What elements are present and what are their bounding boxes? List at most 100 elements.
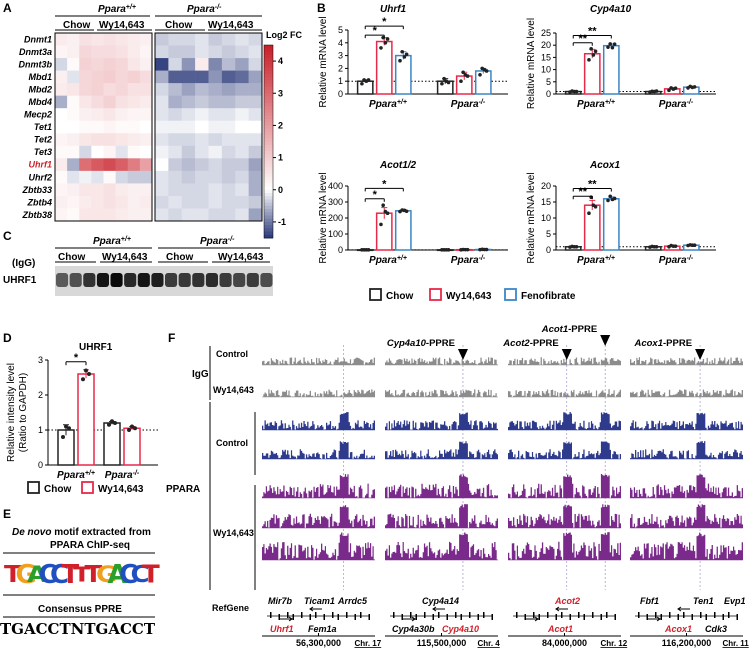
- chip-signal-track: [262, 412, 375, 430]
- data-point: [360, 81, 364, 86]
- gene-label-mecp2: Mecp2: [24, 110, 52, 120]
- y-tick-label: 5: [546, 77, 551, 87]
- colorbar-title: Log2 FC: [266, 30, 302, 40]
- x-group-label-text: Ppara: [57, 470, 85, 481]
- chip-signal-track: [385, 389, 498, 397]
- y-tick-label: 2: [338, 63, 343, 73]
- y-axis-label: Relative mRNA level: [526, 172, 537, 263]
- heatmap-cell: [181, 58, 196, 71]
- data-point: [404, 52, 409, 57]
- x-group-label-sup: +/+: [85, 470, 95, 477]
- heatmap-cell: [208, 133, 223, 147]
- heatmap-cell: [208, 95, 223, 109]
- strand-arrow: [526, 616, 539, 622]
- x-group-label: Ppara+/+: [369, 255, 407, 267]
- heatmap-cell: [221, 70, 236, 84]
- panel-f-label: F: [168, 331, 175, 345]
- data-point: [606, 198, 610, 203]
- heatmap-cell: [91, 33, 104, 46]
- colorbar-segment: [264, 99, 273, 104]
- heatmap-cell: [208, 183, 223, 197]
- colorbar-segment: [264, 225, 273, 229]
- heatmap-cell: [155, 33, 169, 46]
- heatmap-cell: [103, 95, 116, 109]
- coordinate-label: 116,200,000: [662, 638, 712, 648]
- heatmap-cell: [127, 183, 141, 197]
- heatmap-cell: [127, 33, 141, 46]
- heatmap-cell: [139, 45, 153, 59]
- heatmap-frame-right: [154, 32, 263, 222]
- strand-arrow: [432, 606, 445, 612]
- data-point: [612, 196, 617, 201]
- heatmap-cell: [91, 95, 104, 109]
- data-point: [484, 69, 489, 73]
- row-label-igg-control: Control: [216, 349, 248, 359]
- heatmap-cell: [208, 83, 223, 96]
- heatmap-cell: [67, 133, 80, 147]
- data-point: [459, 79, 463, 83]
- blot-cond-1: Chow: [58, 252, 85, 263]
- legend-label: Wy14,643: [98, 484, 144, 495]
- heatmap-cell: [248, 70, 263, 84]
- heatmap-cell: [55, 158, 68, 172]
- exon-mark: [516, 612, 518, 618]
- heatmap-cell: [235, 108, 249, 122]
- heatmap-cond-4: Wy14,643: [208, 20, 254, 31]
- chip-signal-track: [385, 532, 498, 560]
- exon-mark: [455, 612, 457, 618]
- heatmap-cell: [235, 183, 249, 197]
- heatmap-cell: [115, 145, 129, 159]
- exon-mark: [323, 614, 325, 620]
- exon-mark: [705, 614, 707, 620]
- heatmap-cell: [221, 83, 236, 96]
- colorbar-segment: [264, 141, 273, 146]
- exon-mark: [700, 612, 702, 618]
- bar: [394, 210, 412, 251]
- heatmap-cell: [195, 145, 209, 159]
- heatmap-cell: [103, 108, 116, 122]
- colorbar-segment: [264, 106, 273, 110]
- heatmap-cell: [155, 83, 169, 96]
- heatmap-cell: [221, 133, 236, 147]
- heatmap-cell: [221, 208, 236, 222]
- exon-mark: [655, 612, 657, 618]
- exon-mark: [555, 614, 557, 620]
- heatmap-cell: [115, 70, 129, 84]
- data-point: [113, 421, 117, 425]
- motif-letter: G: [96, 562, 117, 588]
- colorbar-segment: [264, 147, 273, 152]
- exon-mark: [337, 614, 339, 620]
- heatmap-cell: [181, 95, 196, 109]
- heatmap-cell: [79, 145, 92, 159]
- legend-swatch: [369, 288, 382, 301]
- colorbar-segment: [264, 67, 273, 72]
- colorbar-segment: [264, 48, 273, 52]
- colorbar-segment: [264, 157, 273, 162]
- heatmap-cell: [91, 170, 104, 184]
- data-point: [589, 47, 593, 51]
- heatmap-cell: [168, 83, 183, 96]
- heatmap-cell: [208, 208, 223, 222]
- colorbar-segment: [264, 154, 273, 158]
- x-group-label-text: Ppara: [659, 99, 687, 110]
- heatmap-cell: [127, 45, 141, 59]
- heatmap-cell: [67, 33, 80, 46]
- heatmap-cell: [248, 195, 263, 209]
- y-axis-label: Relative mRNA level: [318, 172, 329, 263]
- chip-signal-track: [508, 441, 621, 459]
- heatmap-cell: [155, 95, 169, 109]
- heatmap-gene-labels: Dnmt1 Dnmt3a Dnmt3b Mbd1 Mbd2 Mbd4 Mecp2 Tet1 Te…: [19, 34, 53, 219]
- heatmap-cell: [248, 83, 263, 96]
- x-group-label-sup: -/-: [687, 255, 694, 262]
- y-tick-label: 300: [328, 197, 343, 207]
- y-tick-label: 5: [546, 229, 551, 239]
- x-group-label-text: Ppara: [369, 99, 397, 110]
- heatmap-cell: [208, 70, 223, 84]
- heatmap-cell: [91, 45, 104, 59]
- heatmap-cell: [139, 170, 153, 184]
- exon-mark: [469, 612, 471, 618]
- heatmap-cell: [155, 70, 169, 84]
- heatmap-cell: [248, 120, 263, 134]
